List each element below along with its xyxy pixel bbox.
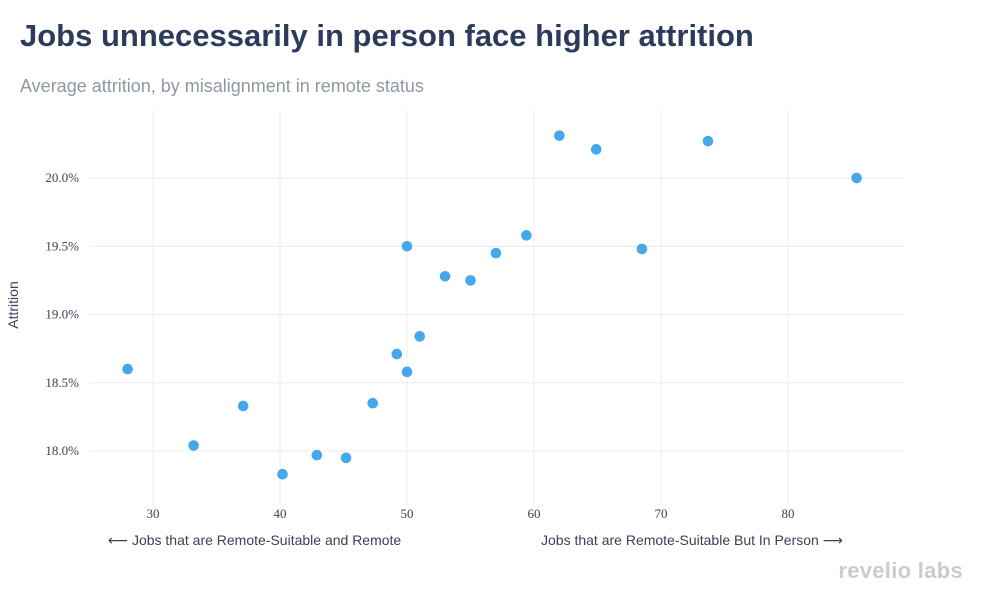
x-tick-label: 60 (528, 506, 541, 521)
data-point[interactable] (414, 331, 426, 342)
data-point[interactable] (554, 130, 565, 141)
data-point[interactable] (702, 135, 714, 147)
y-tick-label: 18.5% (45, 375, 79, 390)
data-point[interactable] (367, 397, 379, 409)
annotation-right: Jobs that are Remote-Suitable But In Per… (541, 532, 843, 548)
data-point[interactable] (439, 270, 451, 282)
annotation-left: ⟵ Jobs that are Remote-Suitable and Remo… (108, 532, 401, 548)
chart-subtitle: Average attrition, by misalignment in re… (20, 76, 424, 96)
data-point[interactable] (277, 468, 288, 480)
y-axis-title: Attrition (5, 281, 21, 328)
data-point[interactable] (490, 247, 502, 259)
x-tick-label: 70 (655, 506, 668, 521)
x-tick-label: 80 (782, 506, 795, 521)
data-point[interactable] (590, 144, 602, 155)
y-axis: 18.0% 18.5% 19.0% 19.5% 20.0% (45, 170, 79, 458)
data-point[interactable] (311, 449, 323, 461)
grid (90, 110, 904, 505)
data-point[interactable] (521, 230, 532, 241)
revelio-labs-logo: revelio labs (838, 558, 963, 583)
x-tick-label: 40 (274, 506, 287, 521)
y-tick-label: 18.0% (45, 443, 79, 458)
data-point[interactable] (122, 363, 133, 375)
data-point[interactable] (340, 452, 352, 464)
data-point[interactable] (401, 366, 413, 378)
data-point[interactable] (465, 275, 476, 286)
y-tick-label: 19.5% (45, 238, 79, 253)
x-tick-label: 30 (147, 506, 160, 521)
y-tick-label: 19.0% (45, 307, 79, 322)
x-axis: 30 40 50 60 70 80 (147, 506, 795, 521)
data-point[interactable] (851, 172, 862, 184)
x-tick-label: 50 (401, 506, 414, 521)
data-point[interactable] (636, 243, 648, 255)
data-point[interactable] (188, 440, 199, 451)
chart-title: Jobs unnecessarily in person face higher… (20, 18, 754, 53)
data-point[interactable] (237, 400, 249, 412)
data-point[interactable] (391, 348, 403, 360)
data-points (122, 130, 862, 480)
data-point[interactable] (401, 240, 413, 252)
y-tick-label: 20.0% (45, 170, 79, 185)
